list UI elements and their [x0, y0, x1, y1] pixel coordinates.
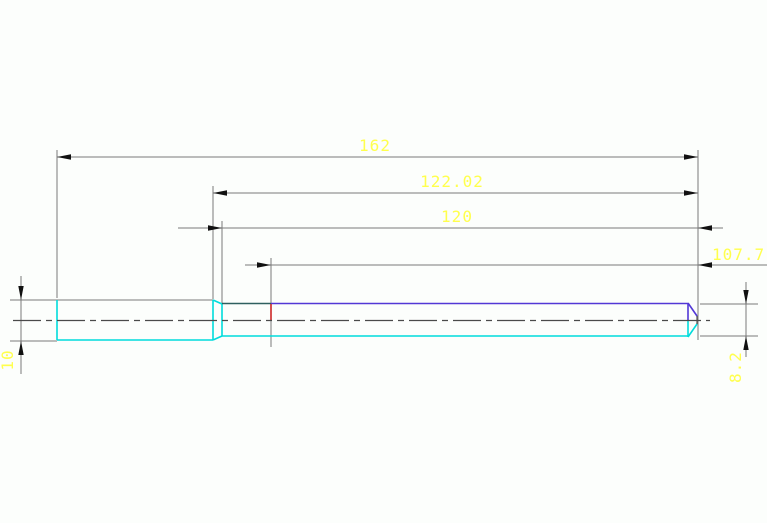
- arrow-10-top: [18, 286, 24, 300]
- arrow-120-left: [208, 225, 222, 231]
- dim-label-122-02: 122.02: [420, 172, 484, 191]
- tip-bottom-chamfer: [687, 323, 698, 338]
- dim-label-8-2: 8.2: [726, 351, 745, 383]
- taper-top-chamfer: [212, 299, 223, 305]
- tip-top-chamfer: [687, 302, 698, 317]
- dim-label-162: 162: [359, 136, 391, 155]
- dim-label-107-7: 107.7: [712, 245, 766, 264]
- shaft-outline-purple: [271, 302, 698, 320]
- taper-bottom-chamfer: [212, 335, 223, 341]
- dim-label-120: 120: [441, 207, 473, 226]
- arrow-82-top: [743, 290, 749, 304]
- arrow-162-right: [684, 154, 698, 160]
- dim-label-10: 10: [0, 349, 17, 371]
- arrow-120-right: [698, 225, 712, 231]
- arrow-82-bottom: [743, 336, 749, 350]
- arrow-1077-left: [257, 262, 271, 268]
- dimension-arrowheads: [18, 154, 749, 355]
- arrow-12202-left: [213, 190, 227, 196]
- arrow-1077-right: [698, 262, 712, 268]
- arrow-12202-right: [684, 190, 698, 196]
- arrow-162-left: [57, 154, 71, 160]
- arrow-10-bottom: [18, 341, 24, 355]
